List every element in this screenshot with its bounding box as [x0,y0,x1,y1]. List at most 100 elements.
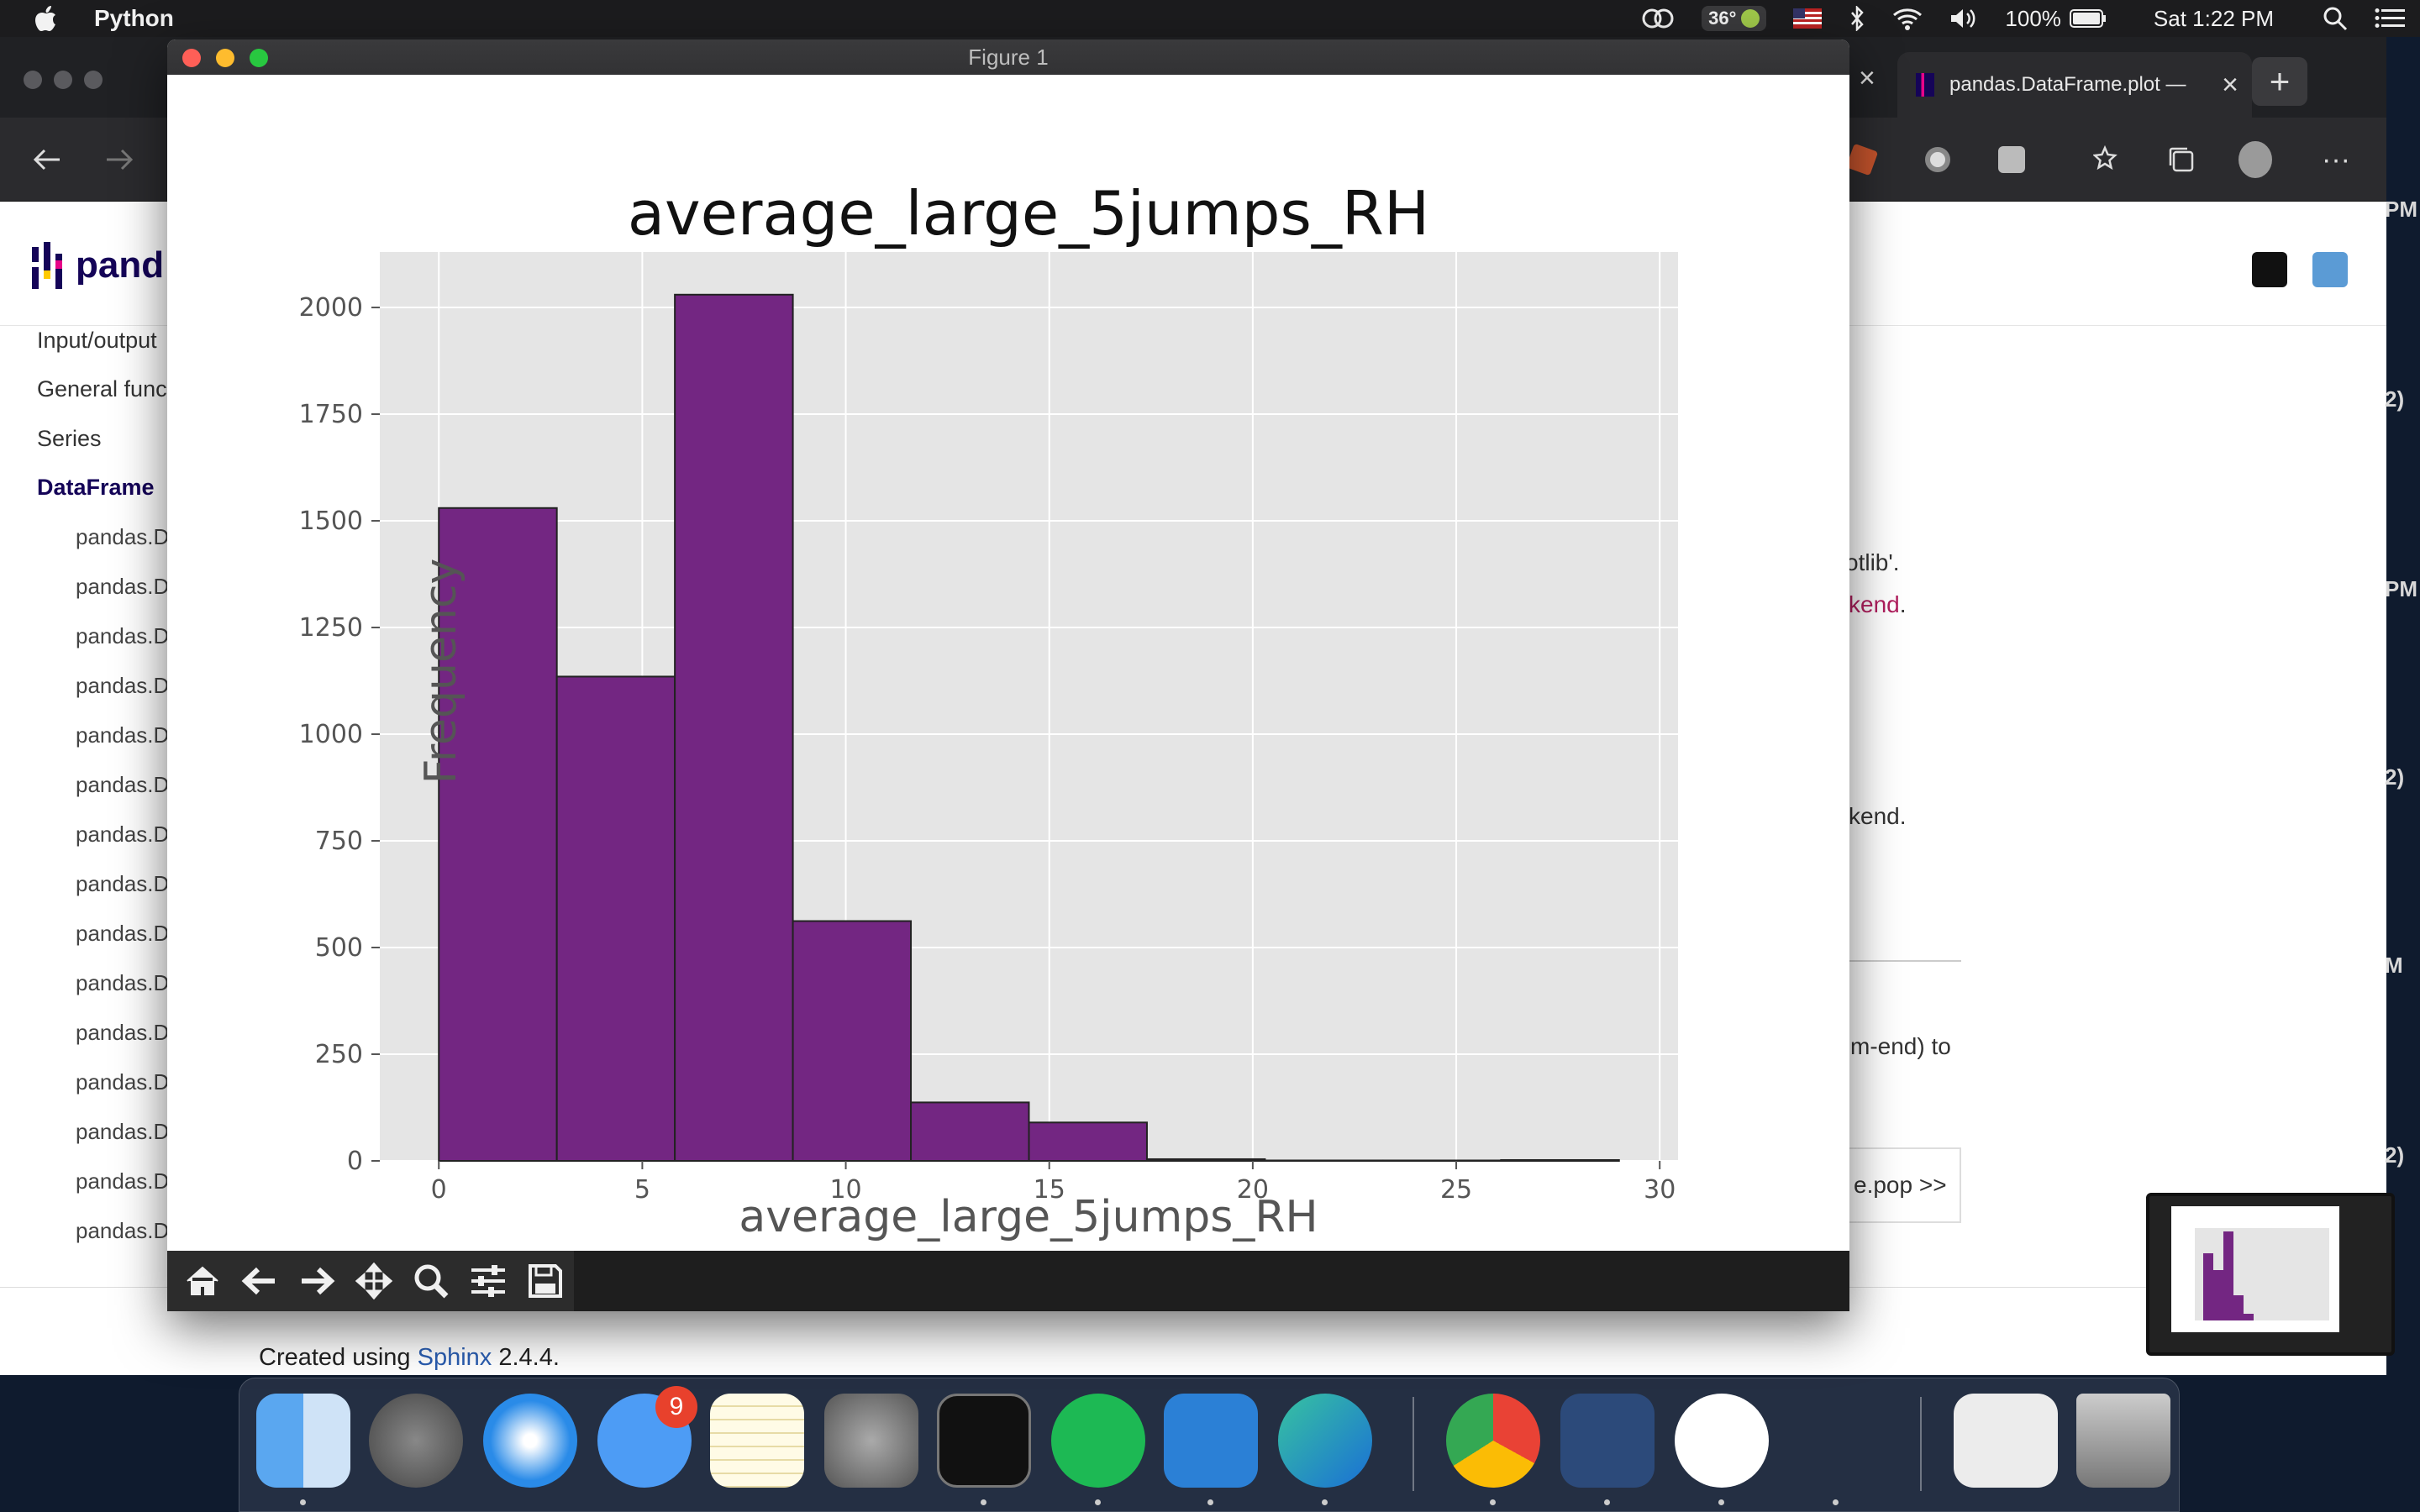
edge-icon[interactable] [1278,1394,1372,1488]
spotlight-search-icon[interactable] [2323,6,2348,31]
window-thumbnail-preview[interactable] [2146,1193,2395,1356]
sphinx-link[interactable]: Sphinx [417,1344,492,1371]
active-app-name[interactable]: Python [94,5,174,31]
chrome-icon[interactable] [1446,1394,1540,1488]
sidebar-subitem[interactable]: pandas.D [76,524,170,549]
extension-icon[interactable] [1845,143,1879,176]
mongodb-icon[interactable] [1675,1394,1769,1488]
collections-icon[interactable] [2165,143,2198,176]
close-window-button[interactable] [24,71,42,89]
sidebar-item-dataframe[interactable]: DataFrame [37,475,155,500]
minimize-window-button[interactable] [54,71,72,89]
y-tick-label: 750 [315,827,363,856]
y-tick-label: 1000 [299,720,363,749]
sidebar-subitem[interactable]: pandas.D [76,623,170,648]
close-tab-icon[interactable]: × [2222,68,2238,101]
twitter-icon[interactable] [2312,252,2348,287]
sidebar-item-general-functions[interactable]: General funct [37,376,174,402]
y-tick-label: 500 [315,933,363,963]
notes-icon[interactable] [710,1394,804,1488]
zoom-icon[interactable] [402,1251,460,1311]
new-tab-button[interactable]: + [2252,57,2307,106]
minimize-window-button[interactable] [216,49,234,67]
battery-percent[interactable]: 100% [2005,5,2061,31]
menu-bar: Python 36° 100% Sat 1:22 PM [0,0,2420,37]
histogram-bar [1264,1159,1384,1163]
extension-icon[interactable] [1995,143,2028,176]
us-flag-icon[interactable] [1793,8,1823,29]
histogram-bar [1028,1121,1148,1163]
back-arrow-icon[interactable] [30,143,64,176]
mysql-workbench-icon[interactable] [1560,1394,1655,1488]
sidebar-subitem[interactable]: pandas.D [76,1168,170,1194]
temperature: 36° [1708,8,1737,29]
volume-icon[interactable] [1949,7,1978,30]
histogram-bar [438,507,558,1162]
extension-icon[interactable] [1921,143,1954,176]
launchpad-icon[interactable] [369,1394,463,1488]
python-launcher-icon[interactable] [1789,1394,1883,1488]
favorites-icon[interactable] [2091,143,2124,176]
histogram-bar [1381,1159,1502,1163]
maximize-window-button[interactable] [250,49,268,67]
close-tab-icon[interactable]: × [1859,62,1876,94]
sidebar-subitem[interactable]: pandas.D [76,921,170,946]
figure-title-bar[interactable]: Figure 1 [167,39,1849,75]
edge-text: PM [2385,576,2417,601]
sidebar-subitem[interactable]: pandas.D [76,722,170,748]
forward-arrow-icon[interactable] [288,1251,345,1311]
back-arrow-icon[interactable] [231,1251,288,1311]
sidebar-item-series[interactable]: Series [37,426,102,451]
home-icon[interactable] [174,1251,231,1311]
y-tick-label: 1250 [299,613,363,643]
trash-icon[interactable] [2076,1394,2170,1488]
doc-text-fragment: otlib'. [1845,549,1900,575]
safari-icon[interactable] [483,1394,577,1488]
y-tick-label: 1750 [299,400,363,429]
system-preferences-icon[interactable] [824,1394,918,1488]
sidebar-subitem[interactable]: pandas.D [76,822,170,847]
histogram-bar [1500,1158,1620,1162]
sidebar-subitem[interactable]: pandas.D [76,1218,170,1243]
doc-link-fragment[interactable]: kend [1849,591,1900,617]
next-page-button[interactable]: e.pop >> [1845,1147,1961,1223]
battery-icon[interactable] [2069,8,2107,29]
running-indicator [1207,1499,1213,1505]
forward-arrow-icon[interactable] [103,143,136,176]
more-options-icon[interactable]: ··· [2322,143,2350,176]
browser-tab-active[interactable]: pandas.DataFrame.plot — × [1897,52,2252,118]
weather-widget[interactable]: 36° [1702,6,1767,31]
sidebar-subitem[interactable]: pandas.D [76,1119,170,1144]
pandas-logo[interactable]: pand [32,242,164,289]
sidebar-subitem[interactable]: pandas.D [76,871,170,896]
sidebar-subitem[interactable]: pandas.D [76,772,170,797]
sidebar-subitem[interactable]: pandas.D [76,970,170,995]
creative-cloud-icon[interactable] [1641,6,1675,31]
bluetooth-icon[interactable] [1849,6,1865,31]
apple-icon[interactable] [34,3,62,34]
github-icon[interactable] [2252,252,2287,287]
edge-text: M [2385,953,2403,978]
browser-window-icon[interactable] [1954,1394,2058,1488]
maximize-window-button[interactable] [84,71,103,89]
vscode-icon[interactable] [1164,1394,1258,1488]
spotify-icon[interactable] [1051,1394,1145,1488]
terminal-icon[interactable] [937,1394,1031,1488]
sidebar-subitem[interactable]: pandas.D [76,1020,170,1045]
edge-text: 2) [2385,764,2405,790]
figure-canvas[interactable]: 0 5 10 15 20 25 30 0 250 500 750 1000 1250 1500 1750 20… [167,75,1849,1251]
clock[interactable]: Sat 1:22 PM [2153,5,2274,31]
close-window-button[interactable] [182,49,201,67]
control-center-icon[interactable] [2375,7,2405,30]
sidebar-item-input-output[interactable]: Input/output [37,328,157,353]
sidebar-subitem[interactable]: pandas.D [76,1069,170,1095]
profile-avatar-icon[interactable] [2238,141,2272,178]
save-icon[interactable] [517,1251,574,1311]
pan-icon[interactable] [345,1251,402,1311]
configure-subplots-icon[interactable] [460,1251,517,1311]
sidebar-subitem[interactable]: pandas.D [76,574,170,599]
wifi-icon[interactable] [1892,7,1923,30]
doc-text-fragment: kend. [1849,591,1907,618]
finder-icon[interactable] [256,1394,350,1488]
sidebar-subitem[interactable]: pandas.D [76,673,170,698]
